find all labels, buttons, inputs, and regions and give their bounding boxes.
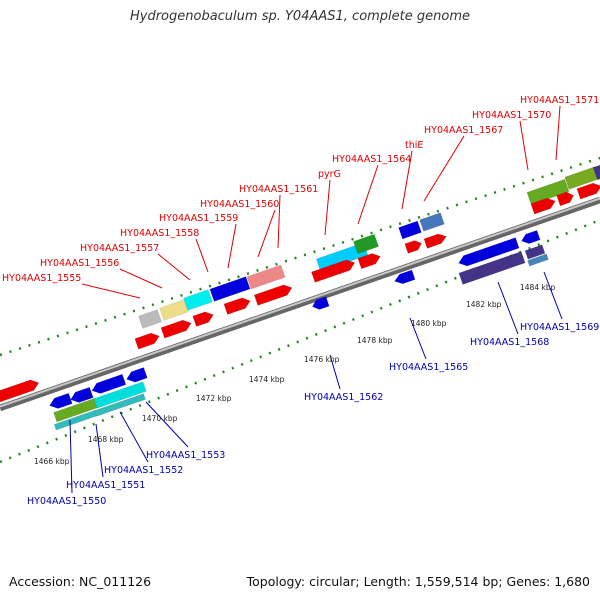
forward-gene-label[interactable]: HY04AAS1_1555 <box>2 273 81 284</box>
map-title: Hydrogenobaculum sp. Y04AAS1, complete g… <box>129 9 471 24</box>
forward-gene-leader <box>257 209 276 258</box>
gene-feature[interactable] <box>48 392 73 411</box>
forward-gene-label[interactable]: HY04AAS1_1557 <box>80 243 159 254</box>
gene-feature[interactable] <box>526 178 570 206</box>
forward-gene-label[interactable]: HY04AAS1_1570 <box>472 110 551 121</box>
forward-gene-leader <box>81 283 141 299</box>
kbp-tick-label: 1484 kbp <box>520 283 556 292</box>
kbp-tick-label: 1466 kbp <box>34 457 70 466</box>
gene-feature[interactable] <box>398 220 422 240</box>
gene-feature[interactable] <box>93 381 147 409</box>
gene-feature[interactable] <box>134 331 161 350</box>
forward-gene-leader <box>157 253 191 281</box>
forward-gene-leader <box>324 179 331 236</box>
reverse-gene-label[interactable]: HY04AAS1_1568 <box>470 337 549 348</box>
gene-feature[interactable] <box>311 296 330 312</box>
forward-gene-leader <box>519 120 529 171</box>
gene-feature[interactable] <box>423 232 448 249</box>
gene-feature[interactable] <box>315 242 369 272</box>
reverse-gene-label[interactable]: HY04AAS1_1569 <box>520 322 599 333</box>
gene-feature[interactable] <box>223 296 252 315</box>
reverse-gene-leader <box>119 411 149 463</box>
forward-gene-label[interactable]: HY04AAS1_1567 <box>424 125 503 136</box>
gene-feature[interactable] <box>69 386 94 405</box>
reverse-gene-leader <box>329 354 341 390</box>
kbp-tick-label: 1468 kbp <box>88 435 124 444</box>
forward-gene-label[interactable]: HY04AAS1_1561 <box>239 184 318 195</box>
gene-feature[interactable] <box>419 212 445 232</box>
forward-gene-label[interactable]: HY04AAS1_1556 <box>40 258 119 269</box>
gene-feature[interactable] <box>253 283 294 306</box>
forward-gene-label[interactable]: HY04AAS1_1559 <box>159 213 238 224</box>
reverse-gene-label[interactable]: HY04AAS1_1550 <box>27 496 106 507</box>
forward-gene-leader <box>277 194 281 249</box>
gene-feature[interactable] <box>246 264 286 290</box>
reverse-gene-leader <box>95 423 104 478</box>
gene-feature[interactable] <box>125 367 148 385</box>
gene-feature[interactable] <box>357 251 382 270</box>
gene-feature[interactable] <box>209 276 251 302</box>
gene-feature[interactable] <box>592 163 600 181</box>
reverse-gene-label[interactable]: HY04AAS1_1552 <box>104 465 183 476</box>
forward-gene-label[interactable]: pyrG <box>318 169 341 180</box>
gene-feature[interactable] <box>160 318 193 339</box>
forward-gene-leader <box>401 150 413 210</box>
forward-gene-leader <box>195 238 209 273</box>
forward-gene-label[interactable]: HY04AAS1_1558 <box>120 228 199 239</box>
forward-gene-label[interactable]: HY04AAS1_1560 <box>200 199 279 210</box>
reverse-gene-label[interactable]: HY04AAS1_1553 <box>146 450 225 461</box>
forward-gene-leader <box>555 105 561 161</box>
gene-feature[interactable] <box>183 289 213 311</box>
gene-feature[interactable] <box>527 253 549 267</box>
kbp-tick-label: 1480 kbp <box>411 319 447 328</box>
kbp-tick-label: 1472 kbp <box>196 394 232 403</box>
kbp-tick-label: 1470 kbp <box>142 414 178 423</box>
forward-gene-leader <box>227 223 237 269</box>
reverse-gene-leader <box>69 419 73 494</box>
reverse-gene-label[interactable]: HY04AAS1_1565 <box>389 362 468 373</box>
gene-feature[interactable] <box>94 393 146 417</box>
kbp-tick-label: 1478 kbp <box>357 336 393 345</box>
forward-gene-leader <box>423 135 465 202</box>
gene-feature[interactable] <box>192 310 215 327</box>
gene-feature[interactable] <box>520 230 541 245</box>
forward-gene-label[interactable]: HY04AAS1_1564 <box>332 154 411 165</box>
gene-feature[interactable] <box>457 237 520 269</box>
accession: Accession: NC_011126 <box>9 574 152 589</box>
reverse-gene-leader <box>145 401 189 448</box>
forward-gene-label[interactable]: HY04AAS1_1571 <box>520 95 599 106</box>
reverse-gene-label[interactable]: HY04AAS1_1562 <box>304 392 383 403</box>
reverse-gene-label[interactable]: HY04AAS1_1551 <box>66 480 145 491</box>
reverse-gene-leader <box>543 271 563 320</box>
gene-feature[interactable] <box>138 309 162 329</box>
gene-feature[interactable] <box>576 181 600 200</box>
kbp-tick-label: 1474 kbp <box>249 375 285 384</box>
genome-info: Topology: circular; Length: 1,559,514 bp… <box>246 574 590 589</box>
genome-backbone-highlight <box>0 197 600 408</box>
gene-feature[interactable] <box>90 373 127 396</box>
kbp-tick-label: 1482 kbp <box>466 300 502 309</box>
kbp-tick-label: 1476 kbp <box>304 355 340 364</box>
gene-feature[interactable] <box>458 251 526 285</box>
genome-backbone <box>0 196 600 412</box>
forward-gene-leader <box>357 164 379 225</box>
forward-gene-leader <box>119 268 163 289</box>
gene-feature[interactable] <box>393 269 416 286</box>
gene-feature[interactable] <box>556 190 576 207</box>
gene-feature[interactable] <box>159 299 189 321</box>
reverse-gene-leader <box>497 281 519 335</box>
gene-feature[interactable] <box>353 233 379 255</box>
gene-feature[interactable] <box>530 196 557 215</box>
forward-gene-label[interactable]: thiE <box>405 140 423 151</box>
gene-feature[interactable] <box>311 258 356 283</box>
gene-feature[interactable] <box>404 239 423 254</box>
reverse-gene-leader <box>409 317 427 360</box>
gene-feature[interactable] <box>524 244 546 260</box>
gene-feature[interactable] <box>0 378 41 403</box>
